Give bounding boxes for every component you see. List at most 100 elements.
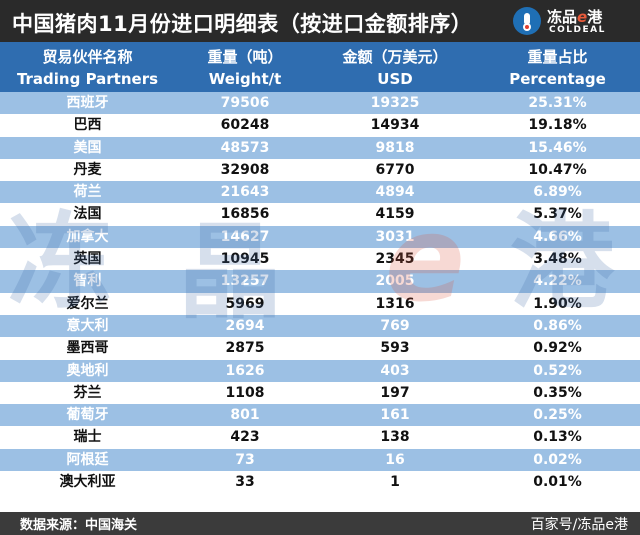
usd-cell: 161 bbox=[380, 407, 410, 424]
percentage-cell: 0.01% bbox=[533, 474, 582, 491]
percentage-cell: 3.48% bbox=[533, 251, 582, 268]
usd-cell: 197 bbox=[380, 384, 410, 401]
partner-cell: 意大利 bbox=[66, 317, 109, 334]
logo-english: COLDEAL bbox=[549, 25, 606, 35]
partner-cell: 葡萄牙 bbox=[66, 407, 109, 424]
table-header: 贸易伙伴名称 Trading Partners 重量（吨） Weight/t 金额（… bbox=[0, 42, 640, 92]
percentage-cell: 10.47% bbox=[528, 161, 587, 178]
percentage-cell: 19.18% bbox=[528, 117, 587, 134]
weight-cell: 14627 bbox=[220, 228, 270, 245]
usd-cell: 6770 bbox=[375, 161, 415, 178]
partner-cell: 澳大利亚 bbox=[59, 474, 116, 491]
usd-cell: 16 bbox=[385, 451, 405, 468]
partner-cell: 美国 bbox=[73, 139, 102, 156]
percentage-cell: 6.89% bbox=[533, 184, 582, 201]
partner-cell: 巴西 bbox=[73, 117, 102, 134]
percentage-cell: 25.31% bbox=[528, 95, 587, 111]
usd-cell: 138 bbox=[380, 429, 410, 446]
title-bar: 中国猪肉11月份进口明细表（按进口金额排序） 冻品e港 COLDEAL bbox=[0, 0, 640, 42]
table-row: 芬兰 1108 197 0.35% bbox=[0, 381, 640, 405]
table-row: 奥地利 1626 403 0.52% bbox=[0, 359, 640, 382]
table-row: 丹麦 32908 6770 10.47% bbox=[0, 158, 640, 182]
coldeal-logo: 冻品e港 COLDEAL bbox=[513, 7, 633, 37]
percentage-cell: 0.35% bbox=[533, 384, 582, 401]
usd-cell: 19325 bbox=[370, 95, 420, 111]
percentage-cell: 4.66% bbox=[533, 228, 582, 245]
partner-cell: 奥地利 bbox=[66, 362, 109, 379]
weight-cell: 48573 bbox=[220, 139, 270, 156]
percentage-cell: 5.37% bbox=[533, 206, 582, 223]
percentage-cell: 15.46% bbox=[528, 139, 587, 156]
percentage-cell: 0.52% bbox=[533, 362, 582, 379]
table-row: 葡萄牙 801 161 0.25% bbox=[0, 404, 640, 427]
header-percentage: 重量占比 Percentage bbox=[509, 48, 606, 88]
weight-cell: 16856 bbox=[220, 206, 270, 223]
header-usd: 金额（万美元） USD bbox=[342, 48, 448, 88]
percentage-cell: 0.92% bbox=[533, 340, 582, 357]
coldeal-logo-icon bbox=[513, 7, 541, 35]
usd-cell: 593 bbox=[380, 340, 410, 357]
weight-cell: 1108 bbox=[225, 384, 265, 401]
table-row: 爱尔兰 5969 1316 1.90% bbox=[0, 292, 640, 315]
weight-cell: 21643 bbox=[220, 184, 270, 201]
table-body: 西班牙 79506 19325 25.31% 巴西 60248 14934 19.18% 美国 4… bbox=[0, 92, 640, 494]
partner-cell: 墨西哥 bbox=[66, 340, 109, 357]
usd-cell: 2345 bbox=[375, 251, 415, 268]
data-source: 数据来源：中国海关 bbox=[20, 518, 138, 533]
percentage-cell: 0.13% bbox=[533, 429, 582, 446]
usd-cell: 769 bbox=[380, 317, 410, 334]
usd-cell: 14934 bbox=[370, 117, 420, 134]
percentage-cell: 0.25% bbox=[533, 407, 582, 424]
usd-cell: 1 bbox=[390, 474, 400, 491]
partner-cell: 荷兰 bbox=[73, 184, 102, 201]
table-row: 荷兰 21643 4894 6.89% bbox=[0, 181, 640, 204]
percentage-cell: 0.86% bbox=[533, 317, 582, 334]
partner-cell: 加拿大 bbox=[66, 228, 109, 245]
partner-cell: 西班牙 bbox=[66, 95, 109, 111]
usd-cell: 9818 bbox=[375, 139, 415, 156]
weight-cell: 32908 bbox=[220, 161, 270, 178]
weight-cell: 2694 bbox=[225, 317, 265, 334]
table-row: 意大利 2694 769 0.86% bbox=[0, 314, 640, 338]
weight-cell: 1626 bbox=[225, 362, 265, 379]
table-row: 法国 16856 4159 5.37% bbox=[0, 203, 640, 226]
partner-cell: 芬兰 bbox=[73, 384, 102, 401]
weight-cell: 801 bbox=[230, 407, 260, 424]
credit: 百家号/冻品e港 bbox=[530, 517, 628, 533]
percentage-cell: 1.90% bbox=[533, 295, 582, 312]
weight-cell: 73 bbox=[235, 451, 255, 468]
partner-cell: 瑞士 bbox=[73, 429, 102, 446]
table-row: 西班牙 79506 19325 25.31% bbox=[0, 92, 640, 115]
percentage-cell: 4.22% bbox=[533, 273, 582, 290]
footer: 数据来源：中国海关 百家号/冻品e港 bbox=[0, 512, 640, 535]
weight-cell: 423 bbox=[230, 429, 260, 446]
usd-cell: 4159 bbox=[375, 206, 415, 223]
table-row: 智利 13257 2005 4.22% bbox=[0, 270, 640, 293]
header-partner: 贸易伙伴名称 Trading Partners bbox=[16, 48, 159, 88]
usd-cell: 2005 bbox=[375, 273, 415, 290]
weight-cell: 33 bbox=[235, 474, 255, 491]
partner-cell: 丹麦 bbox=[73, 161, 102, 178]
usd-cell: 1316 bbox=[375, 295, 415, 312]
table-row: 阿根廷 73 16 0.02% bbox=[0, 448, 640, 472]
weight-cell: 10945 bbox=[220, 251, 270, 268]
weight-cell: 79506 bbox=[220, 95, 270, 111]
weight-cell: 60248 bbox=[220, 117, 270, 134]
logo-name: 冻品e港 bbox=[547, 8, 603, 26]
weight-cell: 5969 bbox=[225, 295, 265, 312]
partner-cell: 智利 bbox=[73, 273, 102, 290]
table-row: 瑞士 423 138 0.13% bbox=[0, 426, 640, 449]
usd-cell: 4894 bbox=[375, 184, 415, 201]
partner-cell: 英国 bbox=[73, 251, 102, 268]
page-title: 中国猪肉11月份进口明细表（按进口金额排序） bbox=[12, 12, 473, 36]
table-row: 墨西哥 2875 593 0.92% bbox=[0, 337, 640, 360]
weight-cell: 13257 bbox=[220, 273, 270, 290]
percentage-cell: 0.02% bbox=[533, 451, 582, 468]
partner-cell: 法国 bbox=[73, 206, 102, 223]
table-row: 澳大利亚 33 1 0.01% bbox=[0, 471, 640, 494]
table-row: 巴西 60248 14934 19.18% bbox=[0, 114, 640, 137]
usd-cell: 403 bbox=[380, 362, 410, 379]
table-row: 加拿大 14627 3031 4.66% bbox=[0, 225, 640, 249]
partner-cell: 阿根廷 bbox=[66, 451, 109, 468]
partner-cell: 爱尔兰 bbox=[66, 295, 109, 312]
